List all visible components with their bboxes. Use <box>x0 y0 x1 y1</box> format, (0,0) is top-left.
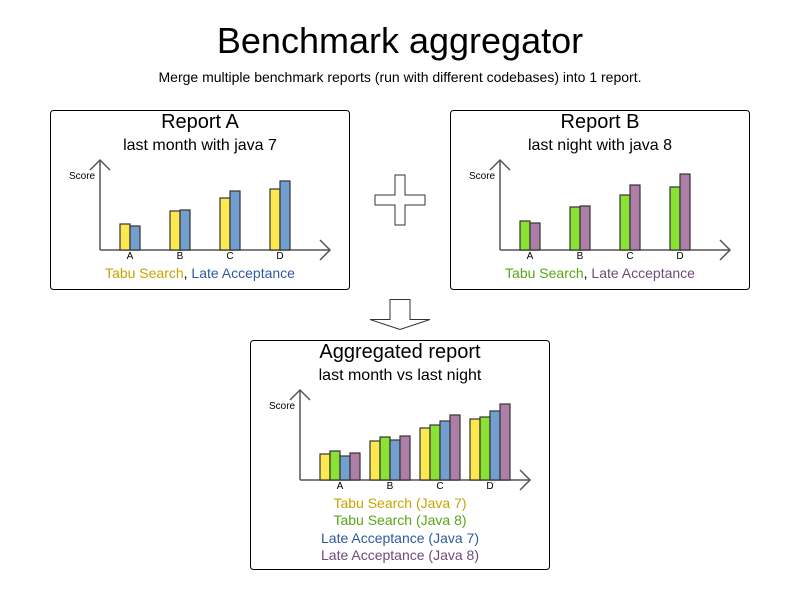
legend-late-acceptance-java7: Late Acceptance (Java 7) <box>321 530 479 546</box>
bar-D-series-0 <box>269 188 281 251</box>
bar-C-series-0 <box>219 197 231 251</box>
bar-D-series-1 <box>279 180 291 251</box>
bar-D-series-1 <box>679 173 691 251</box>
report-a-panel: Report A last month with java 7 Score A B C… <box>50 110 350 290</box>
report-a-legend: Tabu Search, Late Acceptance <box>105 265 295 281</box>
legend-tabu-search: Tabu Search <box>505 265 584 281</box>
aggregated-report-title: Aggregated report <box>319 341 481 363</box>
bar-C-series-1 <box>429 424 441 481</box>
report-a-title: Report A <box>161 111 239 133</box>
bar-C-series-1 <box>629 184 641 251</box>
bar-C-series-2 <box>439 420 451 481</box>
page-subtitle: Merge multiple benchmark reports (run wi… <box>159 69 642 85</box>
y-axis-label: Score <box>469 171 496 182</box>
x-tick-label: B <box>177 251 184 262</box>
bar-A-series-0 <box>519 220 531 251</box>
legend-late-acceptance-java8: Late Acceptance (Java 8) <box>321 547 479 563</box>
legend-separator: , <box>584 265 592 281</box>
y-axis <box>489 158 511 250</box>
bar-A-series-1 <box>329 450 341 481</box>
x-tick-label: A <box>527 251 534 262</box>
bar-B-series-1 <box>579 205 591 251</box>
x-tick-label: D <box>276 251 283 262</box>
bar-A-series-0 <box>119 223 131 251</box>
bar-A-series-1 <box>129 225 141 251</box>
bar-B-series-0 <box>569 206 581 251</box>
bar-B-series-2 <box>389 439 401 481</box>
report-b-panel: Report B last night with java 8 Score A B C… <box>450 110 750 290</box>
legend-late-acceptance: Late Acceptance <box>191 265 295 281</box>
y-axis <box>89 158 111 250</box>
x-tick-label: B <box>387 481 394 492</box>
report-b-chart: Score A B C D <box>469 158 732 262</box>
x-tick-label: C <box>226 251 233 262</box>
bar-B-series-0 <box>169 210 181 251</box>
bar-B-series-1 <box>179 209 191 251</box>
bar-C-series-1 <box>229 190 241 251</box>
legend-tabu-search-java7: Tabu Search (Java 7) <box>333 495 466 511</box>
bar-A-series-2 <box>339 455 351 481</box>
x-tick-label: D <box>486 481 493 492</box>
report-b-title: Report B <box>561 111 640 133</box>
bar-A-series-1 <box>529 222 541 251</box>
bar-D-series-0 <box>669 186 681 251</box>
bar-D-series-1 <box>479 416 491 481</box>
bar-B-series-0 <box>369 440 381 481</box>
page-title: Benchmark aggregator <box>217 20 583 61</box>
bar-D-series-0 <box>469 418 481 481</box>
bar-C-series-3 <box>449 414 461 481</box>
aggregated-report-chart: Score A B C D <box>269 388 532 492</box>
report-a-chart: Score A B C D <box>69 158 332 262</box>
legend-tabu-search: Tabu Search <box>105 265 184 281</box>
bar-C-series-0 <box>619 194 631 251</box>
legend-tabu-search-java8: Tabu Search (Java 8) <box>333 512 466 528</box>
bar-D-series-3 <box>499 403 511 481</box>
y-axis-label: Score <box>269 401 296 412</box>
bar-A-series-0 <box>319 453 331 481</box>
x-tick-label: C <box>436 481 443 492</box>
y-axis-label: Score <box>69 171 96 182</box>
report-b-legend: Tabu Search, Late Acceptance <box>505 265 695 281</box>
report-a-subtitle: last month with java 7 <box>123 137 277 154</box>
plus-icon <box>374 174 426 226</box>
legend-late-acceptance: Late Acceptance <box>591 265 695 281</box>
x-tick-label: D <box>676 251 683 262</box>
x-tick-label: B <box>577 251 584 262</box>
bar-B-series-3 <box>399 435 411 481</box>
bar-D-series-2 <box>489 410 501 481</box>
x-tick-label: A <box>337 481 344 492</box>
y-axis <box>289 388 311 480</box>
report-b-subtitle: last night with java 8 <box>528 137 672 154</box>
bar-A-series-3 <box>349 452 361 481</box>
aggregated-report-panel: Aggregated report last month vs last nig… <box>250 340 550 570</box>
x-tick-label: A <box>127 251 134 262</box>
bar-C-series-0 <box>419 427 431 481</box>
aggregated-report-subtitle: last month vs last night <box>319 367 482 384</box>
legend-separator: , <box>184 265 192 281</box>
x-tick-label: C <box>626 251 633 262</box>
down-arrow-icon <box>369 299 431 331</box>
bar-B-series-1 <box>379 436 391 481</box>
